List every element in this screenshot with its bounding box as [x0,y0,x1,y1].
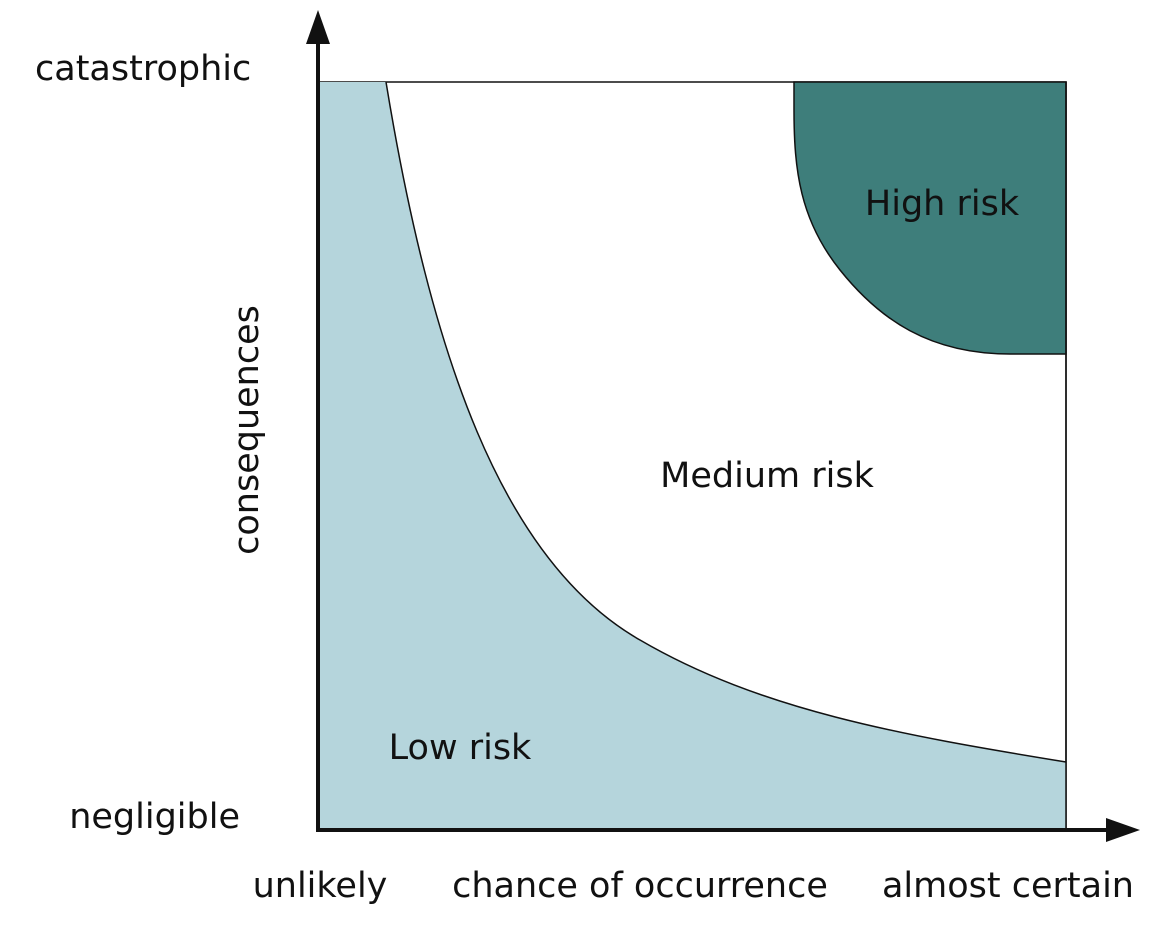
low-risk-label: Low risk [389,728,532,768]
low-risk-region [318,82,1066,830]
y-axis-arrow [306,10,330,44]
x-axis-label: chance of occurrence [452,866,828,906]
low-risk-boundary [385,81,1067,763]
x-right-label: almost certain [882,866,1134,906]
medium-risk-label: Medium risk [660,456,874,496]
x-left-label: unlikely [253,866,388,906]
y-top-label: catastrophic [35,49,251,89]
y-bottom-label: negligible [69,797,240,837]
y-axis-label: consequences [227,305,267,555]
high-risk-region [793,81,1067,355]
high-risk-label: High risk [865,184,1020,224]
x-axis-arrow [1106,818,1140,842]
